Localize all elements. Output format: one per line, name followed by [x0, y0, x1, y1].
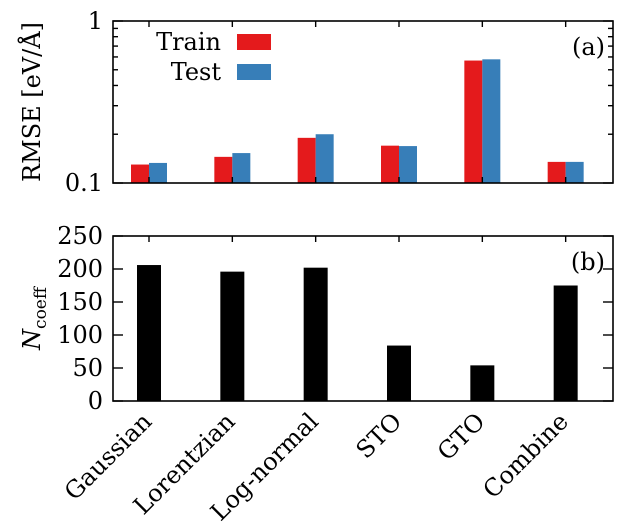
bar-test-log-normal — [315, 134, 334, 183]
bar-test-gto — [482, 59, 501, 184]
panel-label-a: (a) — [572, 33, 605, 61]
ytick-label-b: 200 — [57, 255, 103, 283]
bar-test-sto — [399, 146, 417, 183]
bar-test-lorentzian — [232, 153, 251, 183]
bar-train-gaussian — [131, 164, 149, 183]
y-axis-title-a: RMSE [eV/Å] — [17, 22, 46, 182]
ytick-label-a: 1 — [88, 7, 103, 35]
legend-swatch-test — [237, 64, 271, 80]
bar-train-sto — [381, 145, 399, 183]
panel-a-frame — [112, 20, 614, 184]
legend-label-test: Test — [171, 58, 222, 86]
ytick-label-b: 100 — [57, 321, 103, 349]
bar-ncoeff-sto — [387, 345, 411, 401]
bar-test-combine — [565, 161, 584, 183]
category-label-combine: Combine — [478, 407, 574, 503]
panel-b: 0 50 100 150 200 250 Ncoeff (b) — [18, 222, 614, 415]
ytick-label-b: 0 — [88, 387, 103, 415]
bar-ncoeff-lorentzian — [220, 271, 245, 401]
legend-swatch-train — [237, 34, 271, 50]
ytick-label-b: 50 — [72, 354, 103, 382]
bar-train-lorentzian — [214, 156, 233, 183]
bar-ncoeff-gaussian — [137, 265, 161, 401]
y-axis-title-b-subscript: coeff — [31, 285, 51, 329]
bar-train-log-normal — [297, 137, 316, 183]
panel-b-frame — [112, 235, 614, 402]
y-axis-title-b: Ncoeff — [18, 285, 51, 351]
bar-train-gto — [464, 60, 483, 183]
ytick-label-a: 0.1 — [65, 169, 103, 197]
y-axis-title-b-main: N — [18, 328, 46, 351]
bar-test-gaussian — [149, 162, 167, 183]
category-label-gto: GTO — [432, 407, 491, 466]
category-label-sto: STO — [351, 407, 408, 464]
bar-ncoeff-combine — [553, 285, 578, 401]
legend-label-train: Train — [156, 28, 221, 56]
bar-ncoeff-log-normal — [303, 267, 328, 401]
ytick-label-b: 250 — [57, 222, 103, 250]
bar-train-combine — [547, 161, 566, 183]
panel-label-b: (b) — [571, 248, 605, 276]
ytick-label-b: 150 — [57, 288, 103, 316]
